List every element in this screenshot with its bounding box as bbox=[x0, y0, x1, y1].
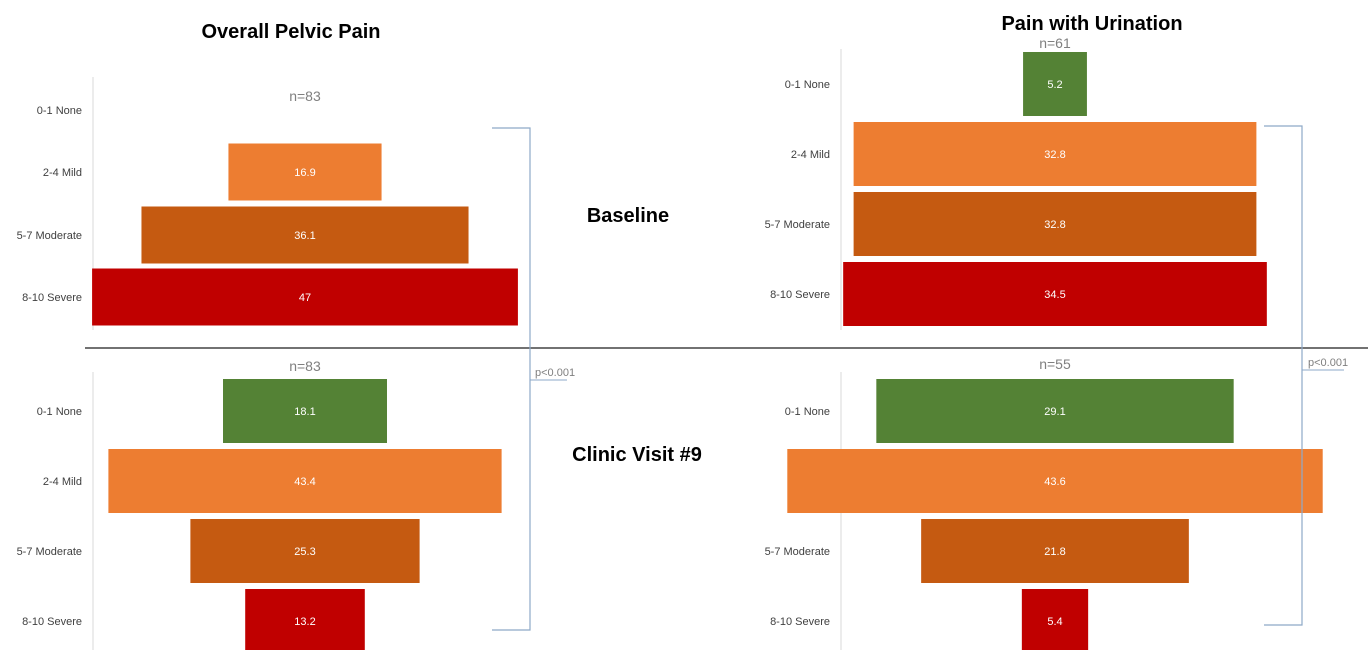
panel-0-baseline-bar-2 bbox=[141, 206, 469, 264]
panel-title-pelvic-pain: Overall Pelvic Pain bbox=[202, 21, 381, 43]
panel-0-baseline-value-label-3: 47 bbox=[299, 292, 311, 304]
panel-1-visit9-value-label-1: 43.6 bbox=[1044, 476, 1065, 488]
panel-0-visit9-value-label-2: 25.3 bbox=[294, 546, 315, 558]
panel-1-visit9-category-label-0: 0-1 None bbox=[785, 406, 830, 418]
panel-1-visit9-value-label-3: 5.4 bbox=[1047, 616, 1062, 628]
panel-1-baseline-value-label-2: 32.8 bbox=[1044, 219, 1065, 231]
panel-0-visit9-bar-3 bbox=[245, 589, 365, 650]
panel-0-visit9-category-label-2: 5-7 Moderate bbox=[17, 546, 82, 558]
panel-1-visit9-bar-3 bbox=[1021, 589, 1089, 650]
panel-1-comparison-bracket bbox=[1264, 125, 1303, 626]
panel-0-baseline-category-label-1: 2-4 Mild bbox=[43, 167, 82, 179]
panel-0-visit9-bar-0 bbox=[223, 379, 387, 443]
panel-1-baseline-n-label: n=61 bbox=[1039, 35, 1071, 51]
panel-1-baseline-value-label-0: 5.2 bbox=[1047, 79, 1062, 91]
panel-0-visit9-value-label-3: 13.2 bbox=[294, 616, 315, 628]
panel-1-baseline-value-label-1: 32.8 bbox=[1044, 149, 1065, 161]
panel-0-baseline-bar-3 bbox=[92, 268, 518, 326]
panel-1-visit9-category-label-3: 8-10 Severe bbox=[770, 616, 830, 628]
panel-1-baseline-category-label-1: 2-4 Mild bbox=[791, 149, 830, 161]
panel-0-visit9-category-label-1: 2-4 Mild bbox=[43, 476, 82, 488]
panel-0-visit9-value-label-1: 43.4 bbox=[294, 476, 315, 488]
panel-0-baseline-category-label-3: 8-10 Severe bbox=[22, 292, 82, 304]
panel-1-baseline-category-label-0: 0-1 None bbox=[785, 79, 830, 91]
panel-1-visit9-value-label-0: 29.1 bbox=[1044, 406, 1065, 418]
panel-title-urination: Pain with Urination bbox=[1001, 13, 1182, 35]
panel-0-baseline-value-label-1: 16.9 bbox=[294, 167, 315, 179]
panel-1-baseline-bar-1 bbox=[853, 122, 1257, 186]
panel-0-visit9-bar-1 bbox=[108, 449, 502, 513]
row-label-baseline: Baseline bbox=[587, 205, 669, 227]
panel-1-baseline-bar-0 bbox=[1023, 52, 1087, 116]
panel-0-baseline-category-label-0: 0-1 None bbox=[37, 105, 82, 117]
panel-1-visit9-n-label: n=55 bbox=[1039, 356, 1071, 372]
panel-0-visit9-category-label-3: 8-10 Severe bbox=[22, 616, 82, 628]
panel-1-p-value: p<0.001 bbox=[1308, 357, 1348, 369]
panel-0-visit9-value-label-0: 18.1 bbox=[294, 406, 315, 418]
panel-0-baseline-category-label-2: 5-7 Moderate bbox=[17, 230, 82, 242]
row-label-visit9: Clinic Visit #9 bbox=[572, 444, 702, 466]
panel-0-baseline-value-label-2: 36.1 bbox=[294, 230, 315, 242]
panel-1-baseline-bar-2 bbox=[853, 192, 1257, 256]
panel-0-visit9-bar-2 bbox=[190, 519, 420, 583]
panel-1-visit9-bar-0 bbox=[876, 379, 1234, 443]
panel-0-visit9-category-label-0: 0-1 None bbox=[37, 406, 82, 418]
panel-0-baseline-bar-1 bbox=[228, 143, 382, 201]
panel-1-baseline-value-label-3: 34.5 bbox=[1044, 289, 1065, 301]
panel-1-baseline-bar-3 bbox=[843, 262, 1267, 326]
panel-1-baseline-category-label-3: 8-10 Severe bbox=[770, 289, 830, 301]
panel-1-baseline-category-label-2: 5-7 Moderate bbox=[765, 219, 830, 231]
panel-1-visit9-bar-1 bbox=[787, 449, 1323, 513]
panel-1-visit9-bar-2 bbox=[921, 519, 1189, 583]
panel-0-baseline-n-label: n=83 bbox=[289, 88, 321, 104]
panel-0-comparison-bracket bbox=[492, 127, 531, 631]
panel-0-visit9-n-label: n=83 bbox=[289, 358, 321, 374]
panel-1-visit9-value-label-2: 21.8 bbox=[1044, 546, 1065, 558]
panel-0-p-value: p<0.001 bbox=[535, 367, 575, 379]
panel-1-visit9-category-label-2: 5-7 Moderate bbox=[765, 546, 830, 558]
